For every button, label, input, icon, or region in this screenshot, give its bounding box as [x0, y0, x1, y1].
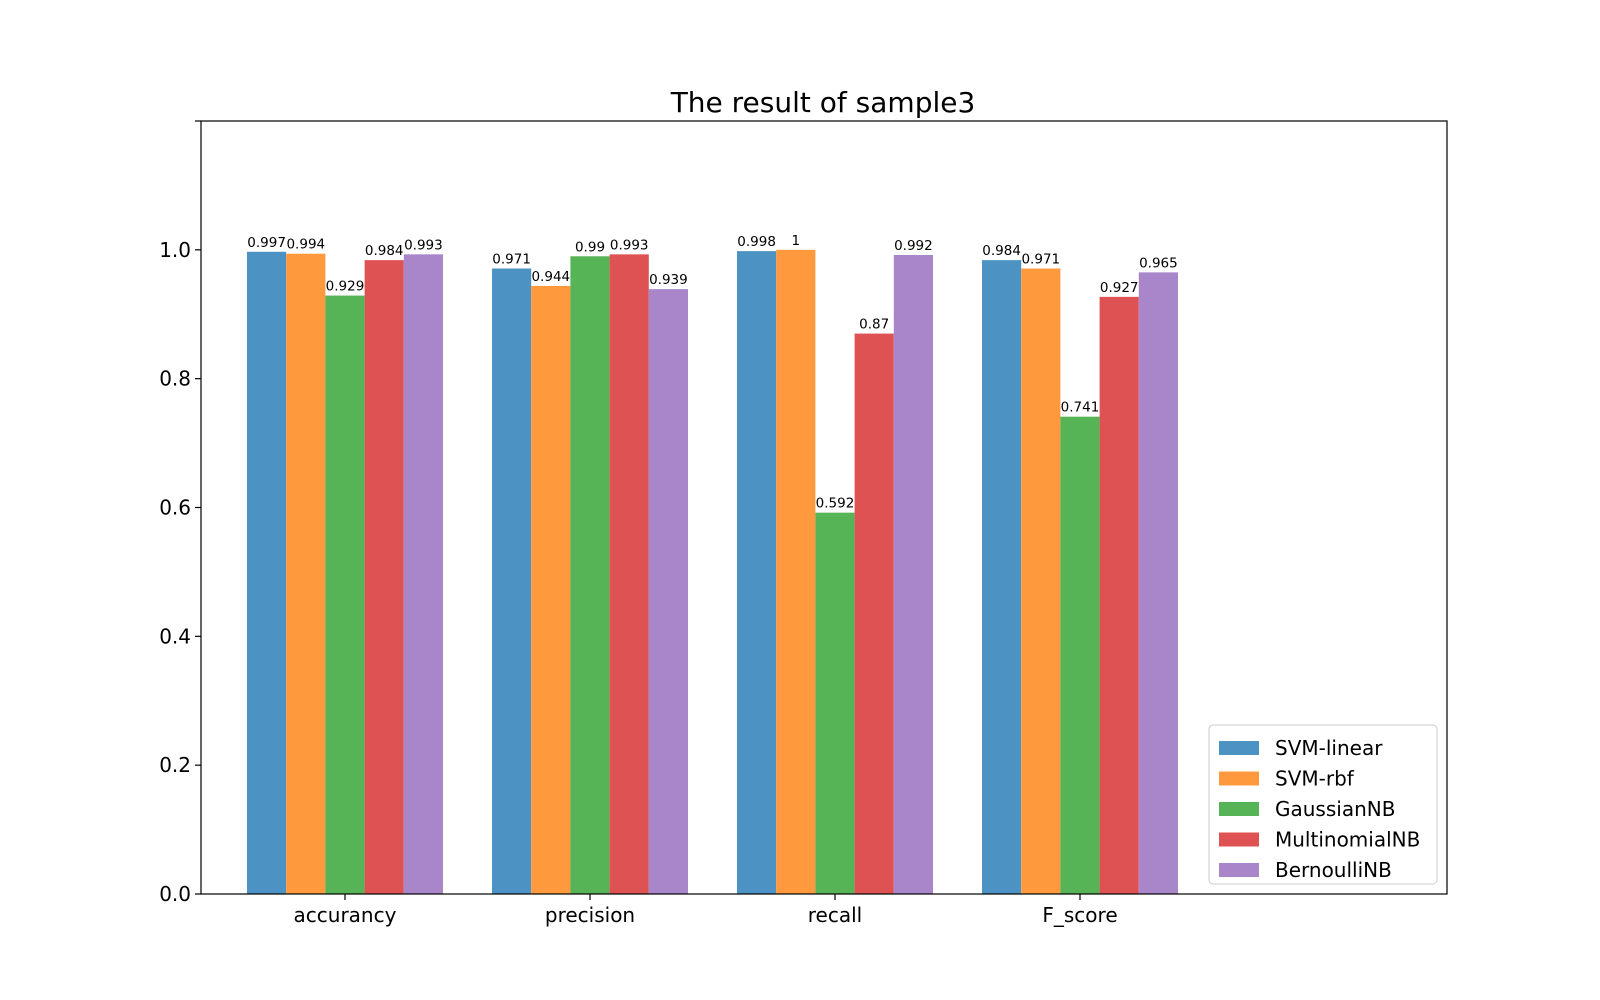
bar	[403, 254, 443, 894]
y-tick-label: 0.6	[159, 496, 191, 520]
legend-label: BernoulliNB	[1275, 858, 1392, 882]
y-tick-label: 0.8	[159, 367, 191, 391]
bar	[247, 251, 287, 894]
legend: SVM-linear SVM-rbf GaussianNB MultinomialNB…	[1208, 724, 1438, 885]
data-label: 0.944	[531, 269, 570, 285]
bar	[1021, 268, 1061, 894]
x-tick-label: F_score	[1042, 903, 1117, 927]
legend-label: MultinomialNB	[1275, 828, 1420, 852]
bar	[648, 289, 688, 894]
data-label: 0.993	[404, 237, 443, 253]
x-tick-label: recall	[808, 903, 862, 927]
legend-swatch	[1219, 832, 1259, 847]
data-label: 0.87	[859, 317, 889, 333]
y-tick-label: 1.0	[159, 238, 191, 262]
data-label: 0.994	[286, 237, 325, 253]
x-tick-label: precision	[545, 903, 635, 927]
y-tick-label: 0.4	[159, 624, 191, 648]
bar	[1099, 296, 1139, 894]
legend-swatch	[1219, 771, 1259, 786]
bar	[1138, 272, 1178, 895]
bar	[609, 254, 649, 894]
data-label: 0.741	[1061, 400, 1100, 416]
bar	[531, 285, 571, 894]
legend-box	[1208, 724, 1438, 885]
data-label: 0.939	[649, 272, 688, 288]
data-label: 0.965	[1139, 255, 1178, 271]
data-label: 0.99	[575, 239, 605, 255]
bar	[1060, 416, 1100, 894]
data-label: 0.984	[365, 243, 404, 259]
data-label: 0.998	[737, 234, 776, 250]
bar	[815, 512, 855, 894]
bar	[982, 260, 1022, 894]
bar	[737, 251, 777, 894]
bar	[893, 254, 933, 894]
legend-swatch	[1219, 863, 1259, 877]
data-label: 0.992	[894, 238, 933, 254]
bar	[776, 249, 816, 895]
data-label: 0.971	[1021, 252, 1060, 268]
data-label: 0.984	[982, 243, 1021, 259]
bar	[286, 253, 326, 894]
y-tick-label: 0.2	[159, 753, 191, 777]
legend-label: GaussianNB	[1275, 797, 1395, 821]
x-tick-label: accurancy	[294, 903, 397, 927]
legend-swatch	[1219, 802, 1259, 816]
bar	[364, 260, 404, 894]
y-tick-label: 0.0	[159, 882, 191, 906]
data-label: 0.592	[816, 496, 855, 512]
data-label: 0.929	[326, 279, 365, 295]
legend-label: SVM-rbf	[1275, 767, 1355, 791]
legend-swatch	[1219, 741, 1259, 755]
chart-title: The result of sample3	[670, 86, 976, 119]
data-label: 1	[792, 233, 801, 249]
data-label: 0.997	[247, 235, 286, 251]
data-label: 0.993	[610, 237, 649, 253]
bar	[325, 295, 365, 894]
data-label: 0.971	[492, 252, 531, 268]
bar	[854, 333, 894, 894]
data-label: 0.927	[1100, 280, 1139, 296]
bar	[492, 268, 532, 894]
bar	[570, 256, 610, 894]
plot-area: 0.997 0.971 0.998 0.984 0.994 0.944 1 0.971 0.92…	[159, 120, 1448, 927]
legend-label: SVM-linear	[1275, 736, 1383, 760]
